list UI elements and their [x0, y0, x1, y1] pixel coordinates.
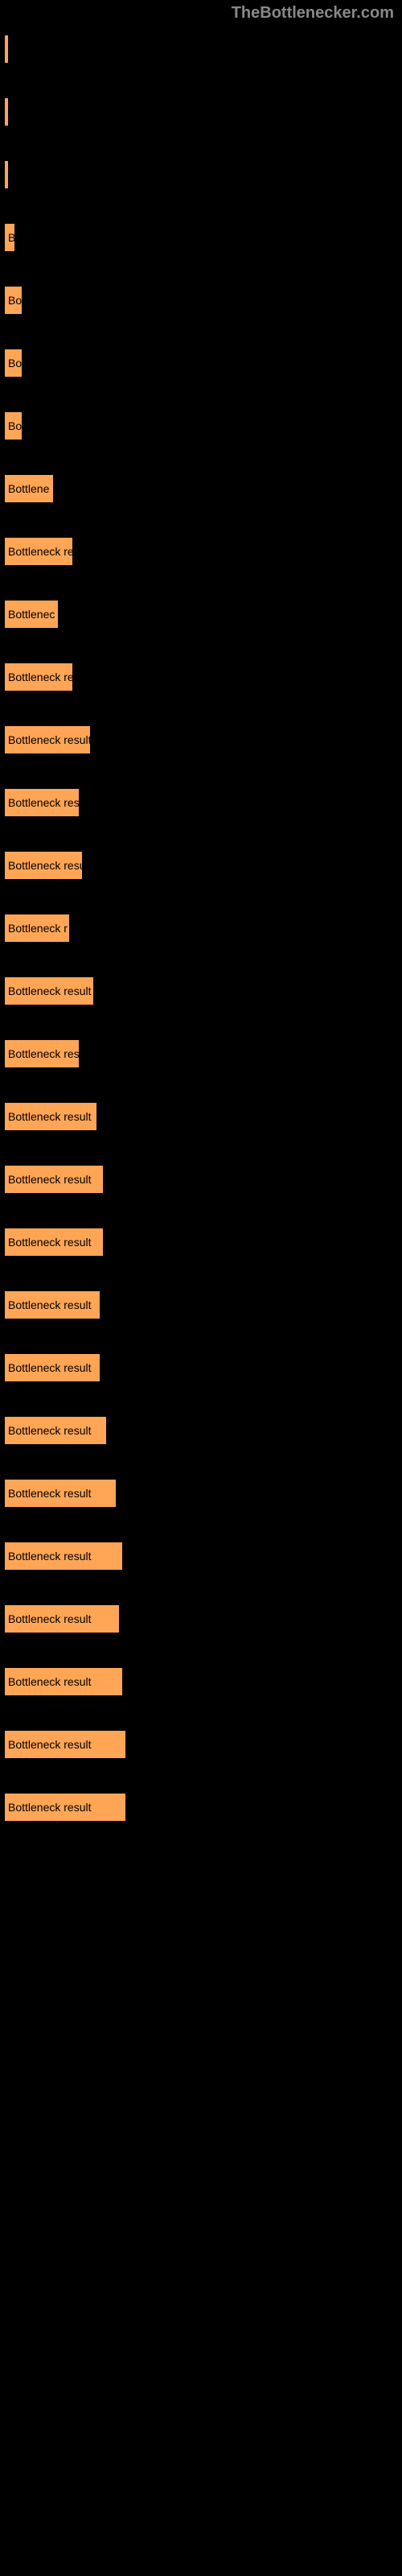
bar-5: Bo: [4, 349, 23, 378]
bar-label: Bottleneck result: [8, 1550, 92, 1563]
bar-row: Bottleneck res: [4, 788, 398, 817]
bar-17: Bottleneck result: [4, 1102, 97, 1131]
bar-13: Bottleneck resu: [4, 851, 83, 880]
bar-label: Bottleneck res: [8, 1047, 80, 1060]
bar-18: Bottleneck result: [4, 1165, 104, 1194]
bar-row: Bottleneck result: [4, 976, 398, 1005]
bar-row: Bo: [4, 286, 398, 315]
bar-28: Bottleneck result: [4, 1793, 126, 1822]
bar-label: Bottleneck re: [8, 671, 73, 683]
bar-row: Bottleneck result: [4, 1479, 398, 1508]
bar-16: Bottleneck res: [4, 1039, 80, 1068]
bar-label: Bo: [8, 419, 22, 432]
bar-label: Bottleneck result: [8, 1801, 92, 1814]
bar-row: Bottleneck r: [4, 914, 398, 943]
bar-19: Bottleneck result: [4, 1228, 104, 1257]
bar-4: Bo: [4, 286, 23, 315]
bar-row: Bottleneck result: [4, 1730, 398, 1759]
bar-8: Bottleneck re: [4, 537, 73, 566]
bar-label: Bottleneck result: [8, 1298, 92, 1311]
bar-12: Bottleneck res: [4, 788, 80, 817]
bar-0: [4, 35, 9, 64]
bar-row: Bottleneck result: [4, 1165, 398, 1194]
bar-row: Bottleneck result: [4, 1416, 398, 1445]
bar-26: Bottleneck result: [4, 1667, 123, 1696]
bar-7: Bottlene: [4, 474, 54, 503]
bar-label: Bottleneck result: [8, 1110, 92, 1123]
bar-label: Bottleneck resu: [8, 859, 83, 872]
bar-20: Bottleneck result: [4, 1290, 100, 1319]
bar-label: Bottlenec: [8, 608, 55, 621]
bar-row: Bottleneck result: [4, 1290, 398, 1319]
bar-label: Bottleneck result: [8, 1361, 92, 1374]
bar-label: Bottleneck result: [8, 1424, 92, 1437]
bar-25: Bottleneck result: [4, 1604, 120, 1633]
bar-label: Bottleneck result: [8, 733, 91, 746]
bar-3: B: [4, 223, 15, 252]
bar-label: Bottleneck result: [8, 1738, 92, 1751]
bar-label: Bo: [8, 357, 22, 369]
bar-row: Bo: [4, 349, 398, 378]
watermark-text: TheBottlenecker.com: [0, 0, 402, 27]
bar-label: Bottleneck result: [8, 1236, 92, 1249]
bar-10: Bottleneck re: [4, 663, 73, 691]
bar-label: Bo: [8, 294, 22, 307]
bar-label: Bottleneck result: [8, 1173, 92, 1186]
bar-row: Bottleneck result: [4, 1793, 398, 1822]
bar-9: Bottlenec: [4, 600, 59, 629]
bar-row: Bottleneck result: [4, 1604, 398, 1633]
bar-label: Bottleneck re: [8, 545, 73, 558]
bar-row: Bottleneck result: [4, 1667, 398, 1696]
bar-label: Bottlene: [8, 482, 49, 495]
bar-label: Bottleneck result: [8, 985, 92, 997]
bar-row: Bottleneck result: [4, 1353, 398, 1382]
bar-row: [4, 160, 398, 189]
bar-row: [4, 35, 398, 64]
bar-row: Bo: [4, 411, 398, 440]
bar-row: Bottleneck result: [4, 725, 398, 754]
bottleneck-chart: B Bo Bo Bo Bottlene Bottleneck re Bottle…: [0, 27, 402, 1864]
bar-label: Bottleneck result: [8, 1675, 92, 1688]
bar-2: [4, 160, 9, 189]
bar-24: Bottleneck result: [4, 1542, 123, 1571]
bar-row: Bottleneck resu: [4, 851, 398, 880]
bar-row: [4, 97, 398, 126]
bar-21: Bottleneck result: [4, 1353, 100, 1382]
bar-row: B: [4, 223, 398, 252]
bar-label: Bottleneck res: [8, 796, 80, 809]
bar-15: Bottleneck result: [4, 976, 94, 1005]
bar-14: Bottleneck r: [4, 914, 70, 943]
bar-27: Bottleneck result: [4, 1730, 126, 1759]
bar-11: Bottleneck result: [4, 725, 91, 754]
bar-row: Bottleneck re: [4, 537, 398, 566]
bar-6: Bo: [4, 411, 23, 440]
bar-label: Bottleneck result: [8, 1487, 92, 1500]
bar-1: [4, 97, 9, 126]
bar-row: Bottleneck result: [4, 1102, 398, 1131]
bar-row: Bottleneck result: [4, 1228, 398, 1257]
bar-label: B: [8, 231, 15, 244]
bar-row: Bottleneck result: [4, 1542, 398, 1571]
bar-23: Bottleneck result: [4, 1479, 117, 1508]
bar-22: Bottleneck result: [4, 1416, 107, 1445]
bar-row: Bottlene: [4, 474, 398, 503]
bar-row: Bottleneck res: [4, 1039, 398, 1068]
bar-label: Bottleneck result: [8, 1612, 92, 1625]
bar-label: Bottleneck r: [8, 922, 68, 935]
bar-row: Bottlenec: [4, 600, 398, 629]
bar-row: Bottleneck re: [4, 663, 398, 691]
